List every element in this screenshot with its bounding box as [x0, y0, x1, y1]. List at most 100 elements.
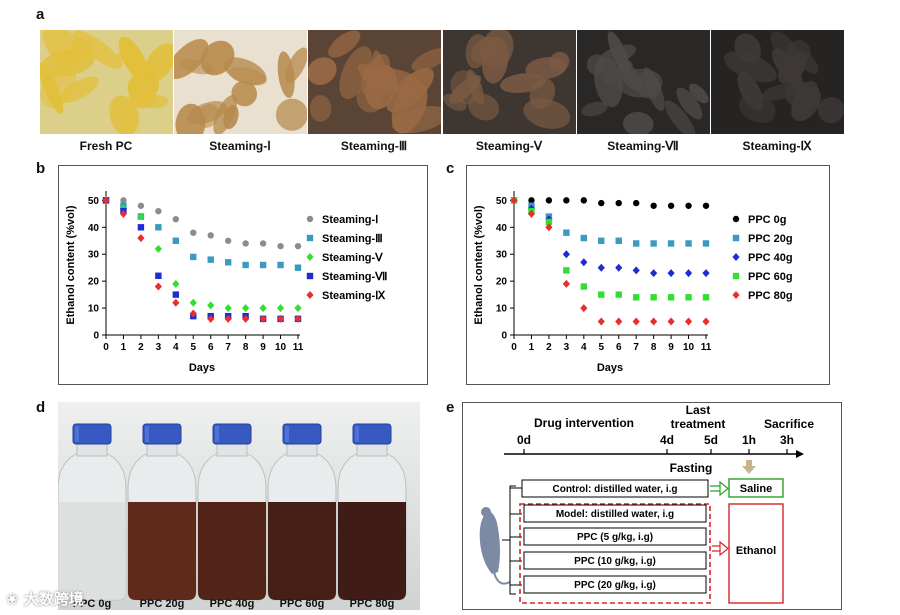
root-blob — [374, 68, 426, 97]
x-tick-label: 4 — [581, 342, 587, 353]
group-box — [523, 504, 707, 523]
x-tick-label: 7 — [225, 342, 231, 353]
y-tick-label: 20 — [88, 277, 100, 288]
photo-caption: Steaming-Ⅰ — [209, 139, 271, 153]
data-point — [294, 304, 302, 313]
photo-1 — [174, 30, 307, 134]
fasting-label: Fasting — [670, 461, 713, 475]
treatment-label: treatment — [671, 417, 726, 431]
y-tick-label: 10 — [88, 304, 100, 315]
data-point — [224, 314, 232, 323]
x-tick-label: 3 — [156, 342, 162, 353]
panel-a-letter: a — [36, 6, 45, 23]
ethanol-arrow-shaft — [712, 545, 720, 552]
timeline-tick-label: 3h — [780, 433, 794, 447]
bottle-label: PPC 20g — [140, 598, 185, 610]
data-point — [224, 237, 232, 244]
bottle-liquid — [198, 502, 266, 600]
data-point — [189, 309, 197, 318]
cap-highlight — [75, 426, 79, 442]
data-point — [277, 261, 284, 269]
data-point — [276, 314, 285, 323]
data-point — [207, 314, 215, 323]
bottle-cap — [282, 423, 322, 445]
root-blob — [40, 62, 64, 115]
data-point — [650, 240, 657, 247]
root-blob — [761, 83, 801, 101]
legend-label: Steaming-Ⅲ — [322, 233, 383, 245]
y-tick-label: 40 — [496, 223, 508, 234]
root-blob — [42, 30, 82, 67]
bottle-label: PPC 40g — [210, 598, 255, 610]
y-axis-label: Ethanol content (%vol) — [473, 205, 485, 325]
data-point — [242, 304, 250, 313]
data-point — [563, 197, 570, 204]
panel-c-letter: c — [446, 160, 455, 177]
root-blob — [581, 101, 608, 117]
data-point — [667, 240, 675, 247]
y-tick-label: 20 — [496, 277, 508, 288]
root-blob — [676, 87, 703, 120]
data-point — [563, 229, 570, 236]
photo-caption: Steaming-Ⅴ — [475, 139, 543, 153]
bottle-liquid — [58, 502, 126, 600]
photo-4 — [577, 30, 710, 134]
root-blob — [525, 57, 567, 80]
group-label: PPC (10 g/kg, i.g) — [574, 556, 656, 567]
data-point — [685, 240, 692, 247]
legend-label: Steaming-Ⅶ — [322, 271, 388, 283]
y-axis-label: Ethanol content (%vol) — [65, 205, 77, 325]
root-blob — [480, 30, 514, 69]
data-point — [685, 202, 692, 209]
down-arrow-head — [742, 466, 756, 474]
root-blob — [450, 70, 480, 105]
root-blob — [116, 51, 158, 76]
data-point — [650, 317, 658, 326]
x-tick-label: 1 — [121, 342, 127, 353]
root-blob — [739, 94, 776, 124]
data-point — [685, 294, 692, 301]
root-blob — [275, 98, 307, 131]
x-tick-label: 6 — [616, 342, 622, 353]
panel-e-letter: e — [446, 399, 455, 416]
bottle-cap — [352, 423, 392, 445]
data-point — [120, 197, 127, 204]
photo-caption: Steaming-Ⅲ — [340, 139, 408, 153]
bottle-label: PPC 60g — [280, 598, 325, 610]
legend-label: Steaming-Ⅰ — [322, 214, 378, 226]
data-point — [172, 291, 180, 298]
data-point — [580, 197, 588, 204]
photo-2 — [308, 30, 441, 134]
root-blob — [622, 111, 654, 134]
timeline-tick-label: 4d — [660, 433, 674, 447]
legend-label: PPC 40g — [748, 252, 793, 264]
root-blob — [356, 86, 383, 113]
root-blob — [59, 76, 99, 104]
x-tick-label: 0 — [511, 342, 517, 353]
drug-intervention-label: Drug intervention — [534, 416, 634, 430]
x-tick-label: 10 — [683, 342, 695, 353]
data-point — [137, 202, 145, 209]
root-blob — [689, 83, 709, 104]
x-tick-label: 0 — [103, 342, 109, 353]
data-point — [702, 202, 710, 209]
x-tick-label: 1 — [529, 342, 535, 353]
y-tick-label: 30 — [496, 250, 508, 261]
photo-caption: Fresh PC — [79, 139, 133, 153]
x-tick-label: 5 — [598, 342, 604, 353]
photo-caption: Steaming-Ⅶ — [607, 139, 679, 153]
data-point — [597, 263, 605, 272]
root-blob — [174, 39, 209, 79]
root-blob — [285, 47, 307, 83]
timeline-arrowhead — [796, 450, 804, 458]
panel-d-letter: d — [36, 399, 46, 416]
root-blob — [339, 46, 373, 100]
y-tick-label: 0 — [501, 331, 507, 342]
axes: 0 10 20 30 40 50 0 1 2 3 4 5 6 7 8 9 10 11 — [496, 191, 712, 353]
data-point — [306, 215, 314, 223]
down-arrow-stem — [746, 460, 752, 466]
y-tick-label: 30 — [88, 250, 100, 261]
root-blob — [197, 103, 220, 128]
bottle — [58, 423, 127, 601]
